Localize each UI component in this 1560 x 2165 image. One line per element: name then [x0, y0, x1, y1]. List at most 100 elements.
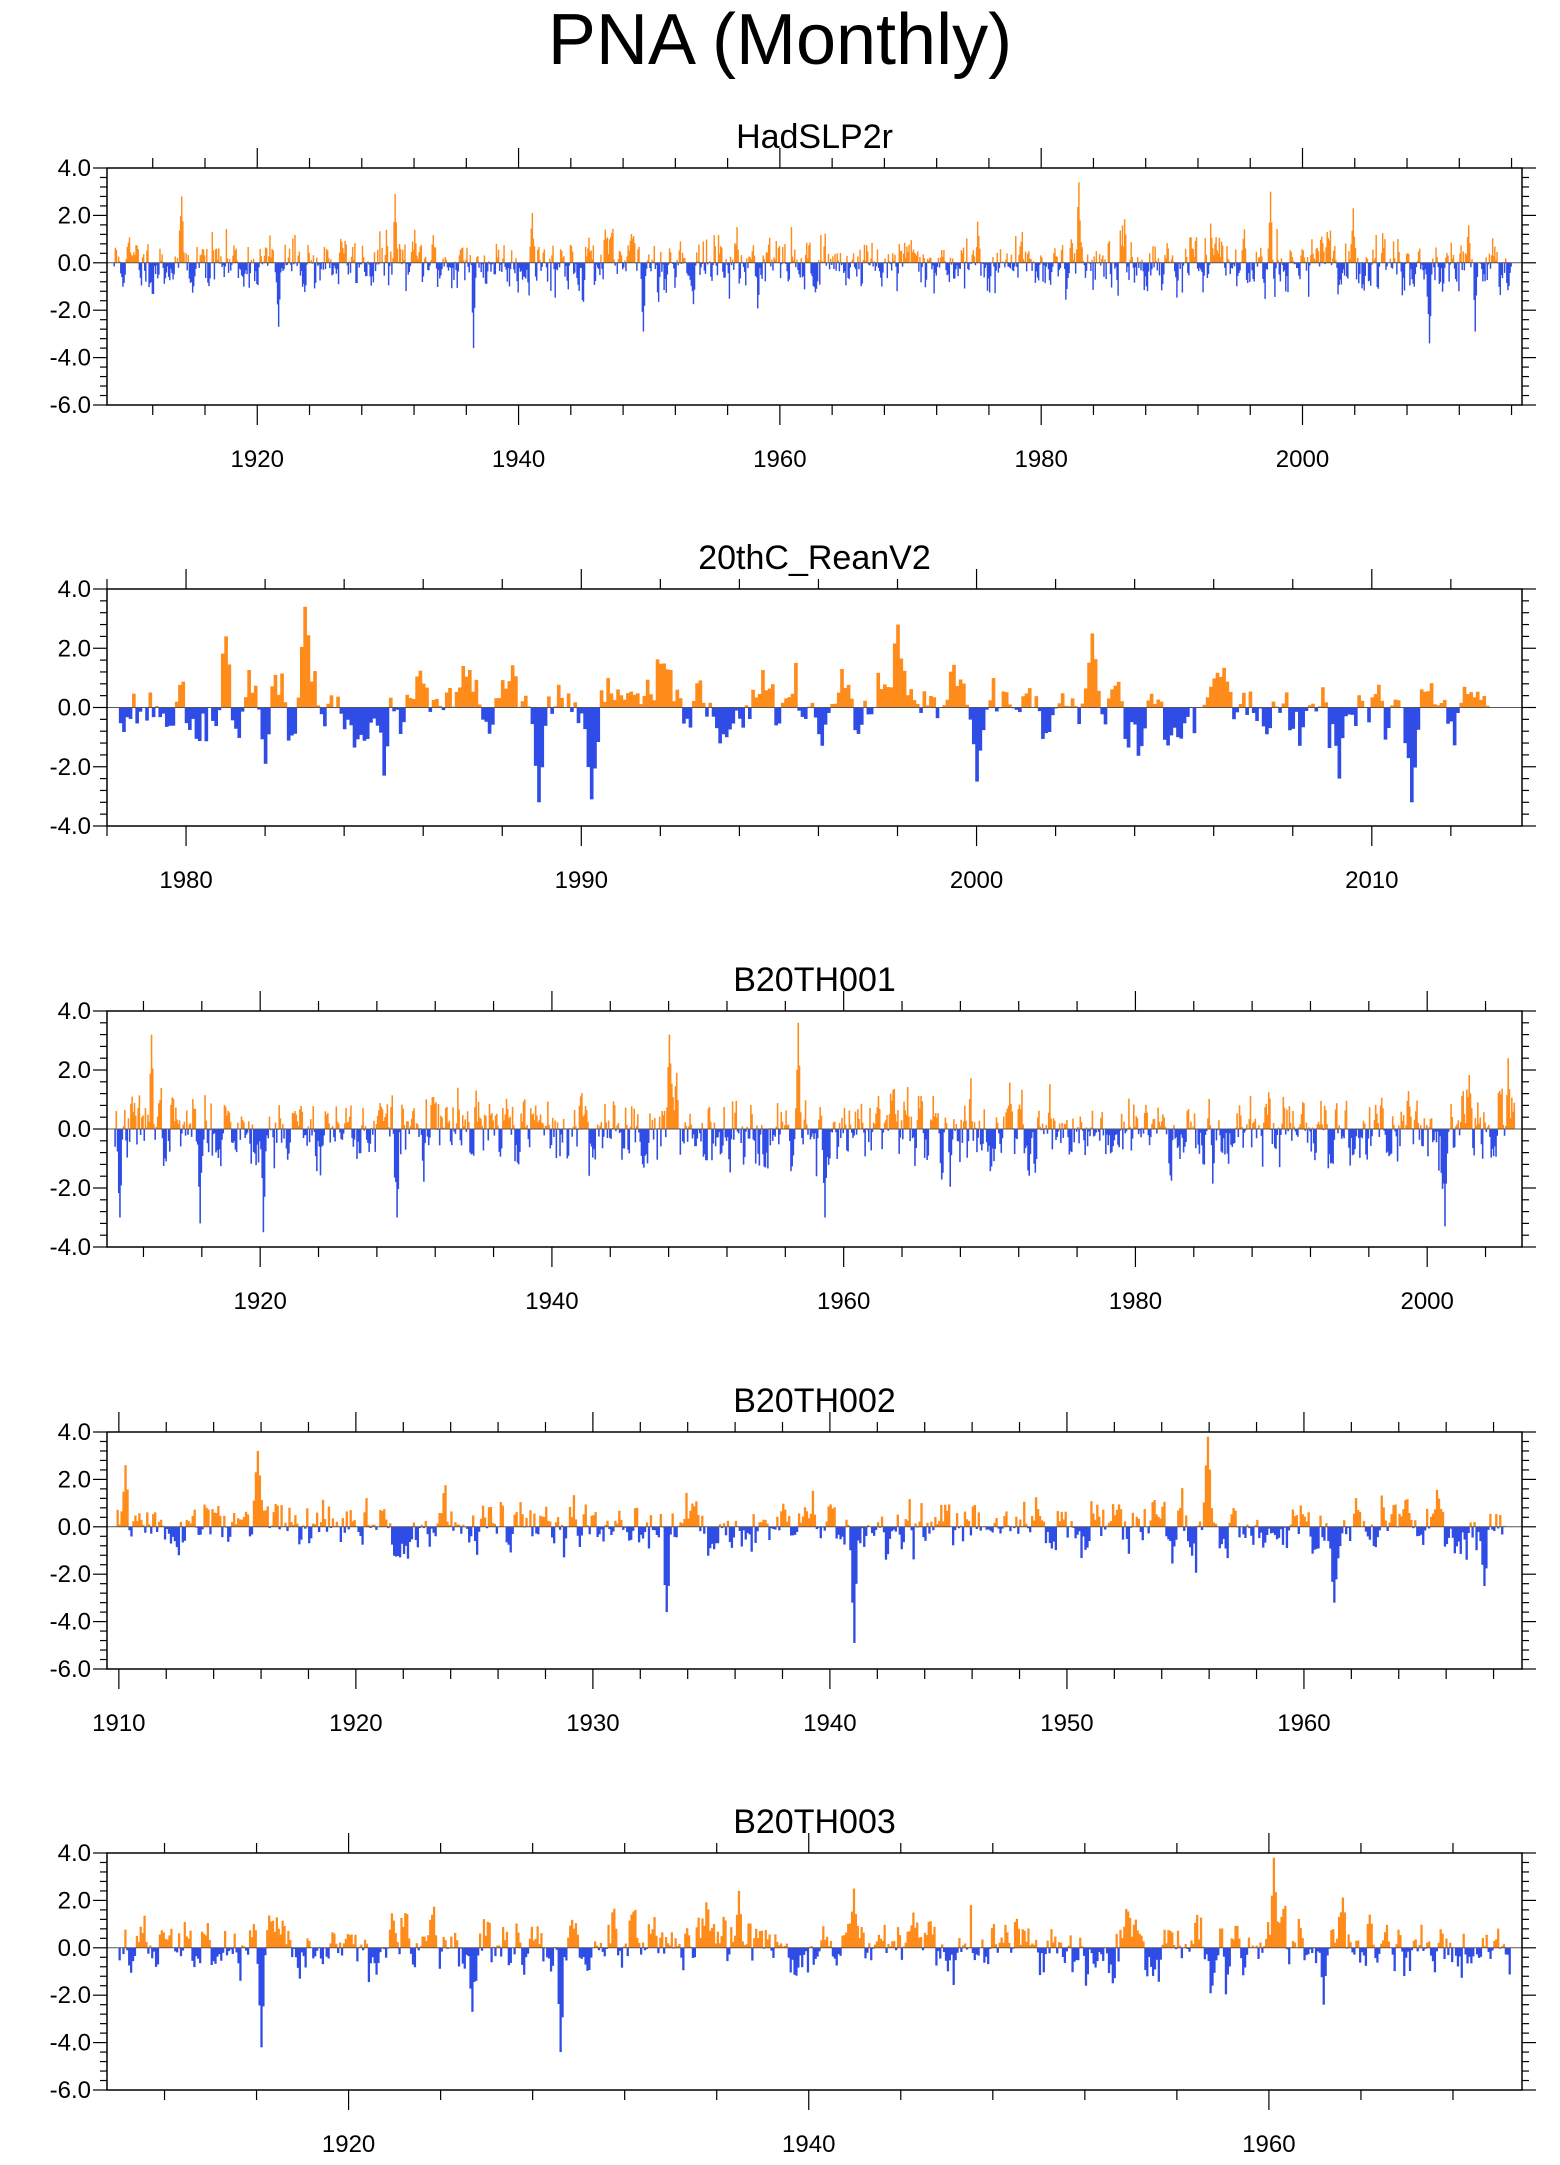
- bar-positive: [527, 706, 531, 708]
- bar-negative: [1104, 1526, 1107, 1530]
- bar-negative: [1255, 707, 1259, 721]
- bar-negative: [986, 262, 989, 291]
- y-tick-label: -2.0: [50, 1561, 91, 1588]
- bar-positive: [284, 1522, 287, 1527]
- bar-positive: [517, 1525, 520, 1527]
- bar-positive: [994, 1944, 997, 1948]
- bar-negative: [1483, 1526, 1486, 1587]
- bar-positive: [1125, 1908, 1128, 1948]
- bar-positive: [790, 227, 793, 263]
- x-tick-label: 1950: [1040, 1710, 1093, 1737]
- bar-negative: [1248, 262, 1250, 274]
- bar-positive: [430, 260, 432, 263]
- bar-positive: [569, 1925, 572, 1948]
- bar-positive: [325, 248, 328, 263]
- bar-positive: [385, 1113, 387, 1129]
- bar-positive: [446, 1106, 448, 1129]
- bar-negative: [826, 1129, 829, 1158]
- bar-negative: [853, 1129, 855, 1136]
- bar-positive: [713, 1122, 716, 1129]
- bar-negative: [1311, 1526, 1314, 1554]
- bar-negative: [553, 262, 555, 270]
- bar-negative: [870, 1526, 874, 1534]
- bar-positive: [898, 1935, 902, 1948]
- bar-positive: [1077, 1126, 1079, 1129]
- bar-negative: [645, 1129, 648, 1155]
- bar-negative: [282, 262, 284, 271]
- bar-positive: [946, 1510, 949, 1527]
- bar-negative: [1361, 262, 1363, 289]
- bar-positive: [1028, 251, 1030, 263]
- bar-positive: [969, 261, 971, 263]
- bar-positive: [811, 1490, 815, 1527]
- bar-negative: [703, 262, 706, 271]
- bar-positive: [559, 249, 562, 263]
- bar-positive: [761, 670, 765, 708]
- bar-positive: [323, 246, 326, 263]
- bar-negative: [177, 1526, 181, 1556]
- bar-negative: [680, 1947, 683, 1958]
- bar-negative: [1391, 1947, 1394, 1955]
- bar-positive: [533, 246, 536, 263]
- bar-positive: [244, 697, 248, 708]
- bar-positive: [883, 684, 887, 708]
- bar-positive: [915, 255, 918, 263]
- bar-negative: [844, 262, 846, 272]
- bar-negative: [690, 262, 693, 286]
- x-tick-label: 1940: [782, 2131, 835, 2158]
- bar-negative: [723, 262, 725, 278]
- bar-negative: [1424, 1526, 1427, 1531]
- bar-positive: [751, 689, 755, 708]
- bar-positive: [1485, 257, 1487, 263]
- bar-negative: [952, 1947, 955, 1985]
- bar-negative: [1304, 707, 1309, 711]
- bar-negative: [302, 262, 305, 284]
- bar-positive: [1379, 1105, 1382, 1129]
- bar-negative: [1100, 707, 1105, 715]
- bar-negative: [547, 1947, 551, 1959]
- bar-negative: [953, 1526, 957, 1531]
- bar-positive: [303, 606, 307, 708]
- bar-positive: [914, 254, 917, 263]
- bar-negative: [349, 707, 354, 726]
- bar-negative: [1048, 1947, 1051, 1954]
- bar-negative: [314, 1129, 317, 1157]
- bar-negative: [128, 1526, 131, 1531]
- bar-negative: [900, 1947, 904, 1960]
- bar-negative: [1333, 1129, 1336, 1140]
- bar-positive: [1149, 1520, 1152, 1527]
- bar-negative: [441, 262, 443, 270]
- bar-positive: [300, 646, 304, 708]
- bar-positive: [341, 241, 343, 263]
- bar-negative: [416, 1526, 420, 1548]
- bar-positive: [137, 1941, 140, 1948]
- bar-negative: [398, 1129, 401, 1133]
- bar-positive: [542, 252, 544, 263]
- bar-negative: [527, 262, 529, 283]
- panel-title: B20TH003: [733, 1803, 896, 1841]
- bar-positive: [1176, 1930, 1180, 1948]
- bar-positive: [1435, 1489, 1439, 1527]
- bar-negative: [699, 262, 701, 275]
- bar-positive: [378, 1110, 380, 1129]
- bar-positive: [345, 1107, 347, 1129]
- bar-negative: [526, 1947, 530, 1954]
- bar-negative: [1337, 262, 1339, 295]
- bar-negative: [847, 1129, 849, 1152]
- bar-positive: [1056, 256, 1058, 263]
- bar-negative: [493, 262, 495, 275]
- bar-negative: [1264, 262, 1266, 299]
- bar-negative: [122, 707, 126, 732]
- bar-positive: [1345, 1100, 1348, 1129]
- bar-negative: [831, 1947, 835, 1957]
- bar-positive: [253, 685, 258, 708]
- x-tick-label: 1920: [329, 1710, 382, 1737]
- bar-positive: [1328, 240, 1331, 263]
- bar-positive: [444, 256, 446, 263]
- bar-negative: [1133, 707, 1137, 725]
- bar-positive: [616, 689, 620, 708]
- bar-negative: [258, 1129, 261, 1142]
- bar-positive: [740, 255, 743, 263]
- bar-negative: [475, 262, 477, 278]
- bar-positive: [486, 1921, 489, 1948]
